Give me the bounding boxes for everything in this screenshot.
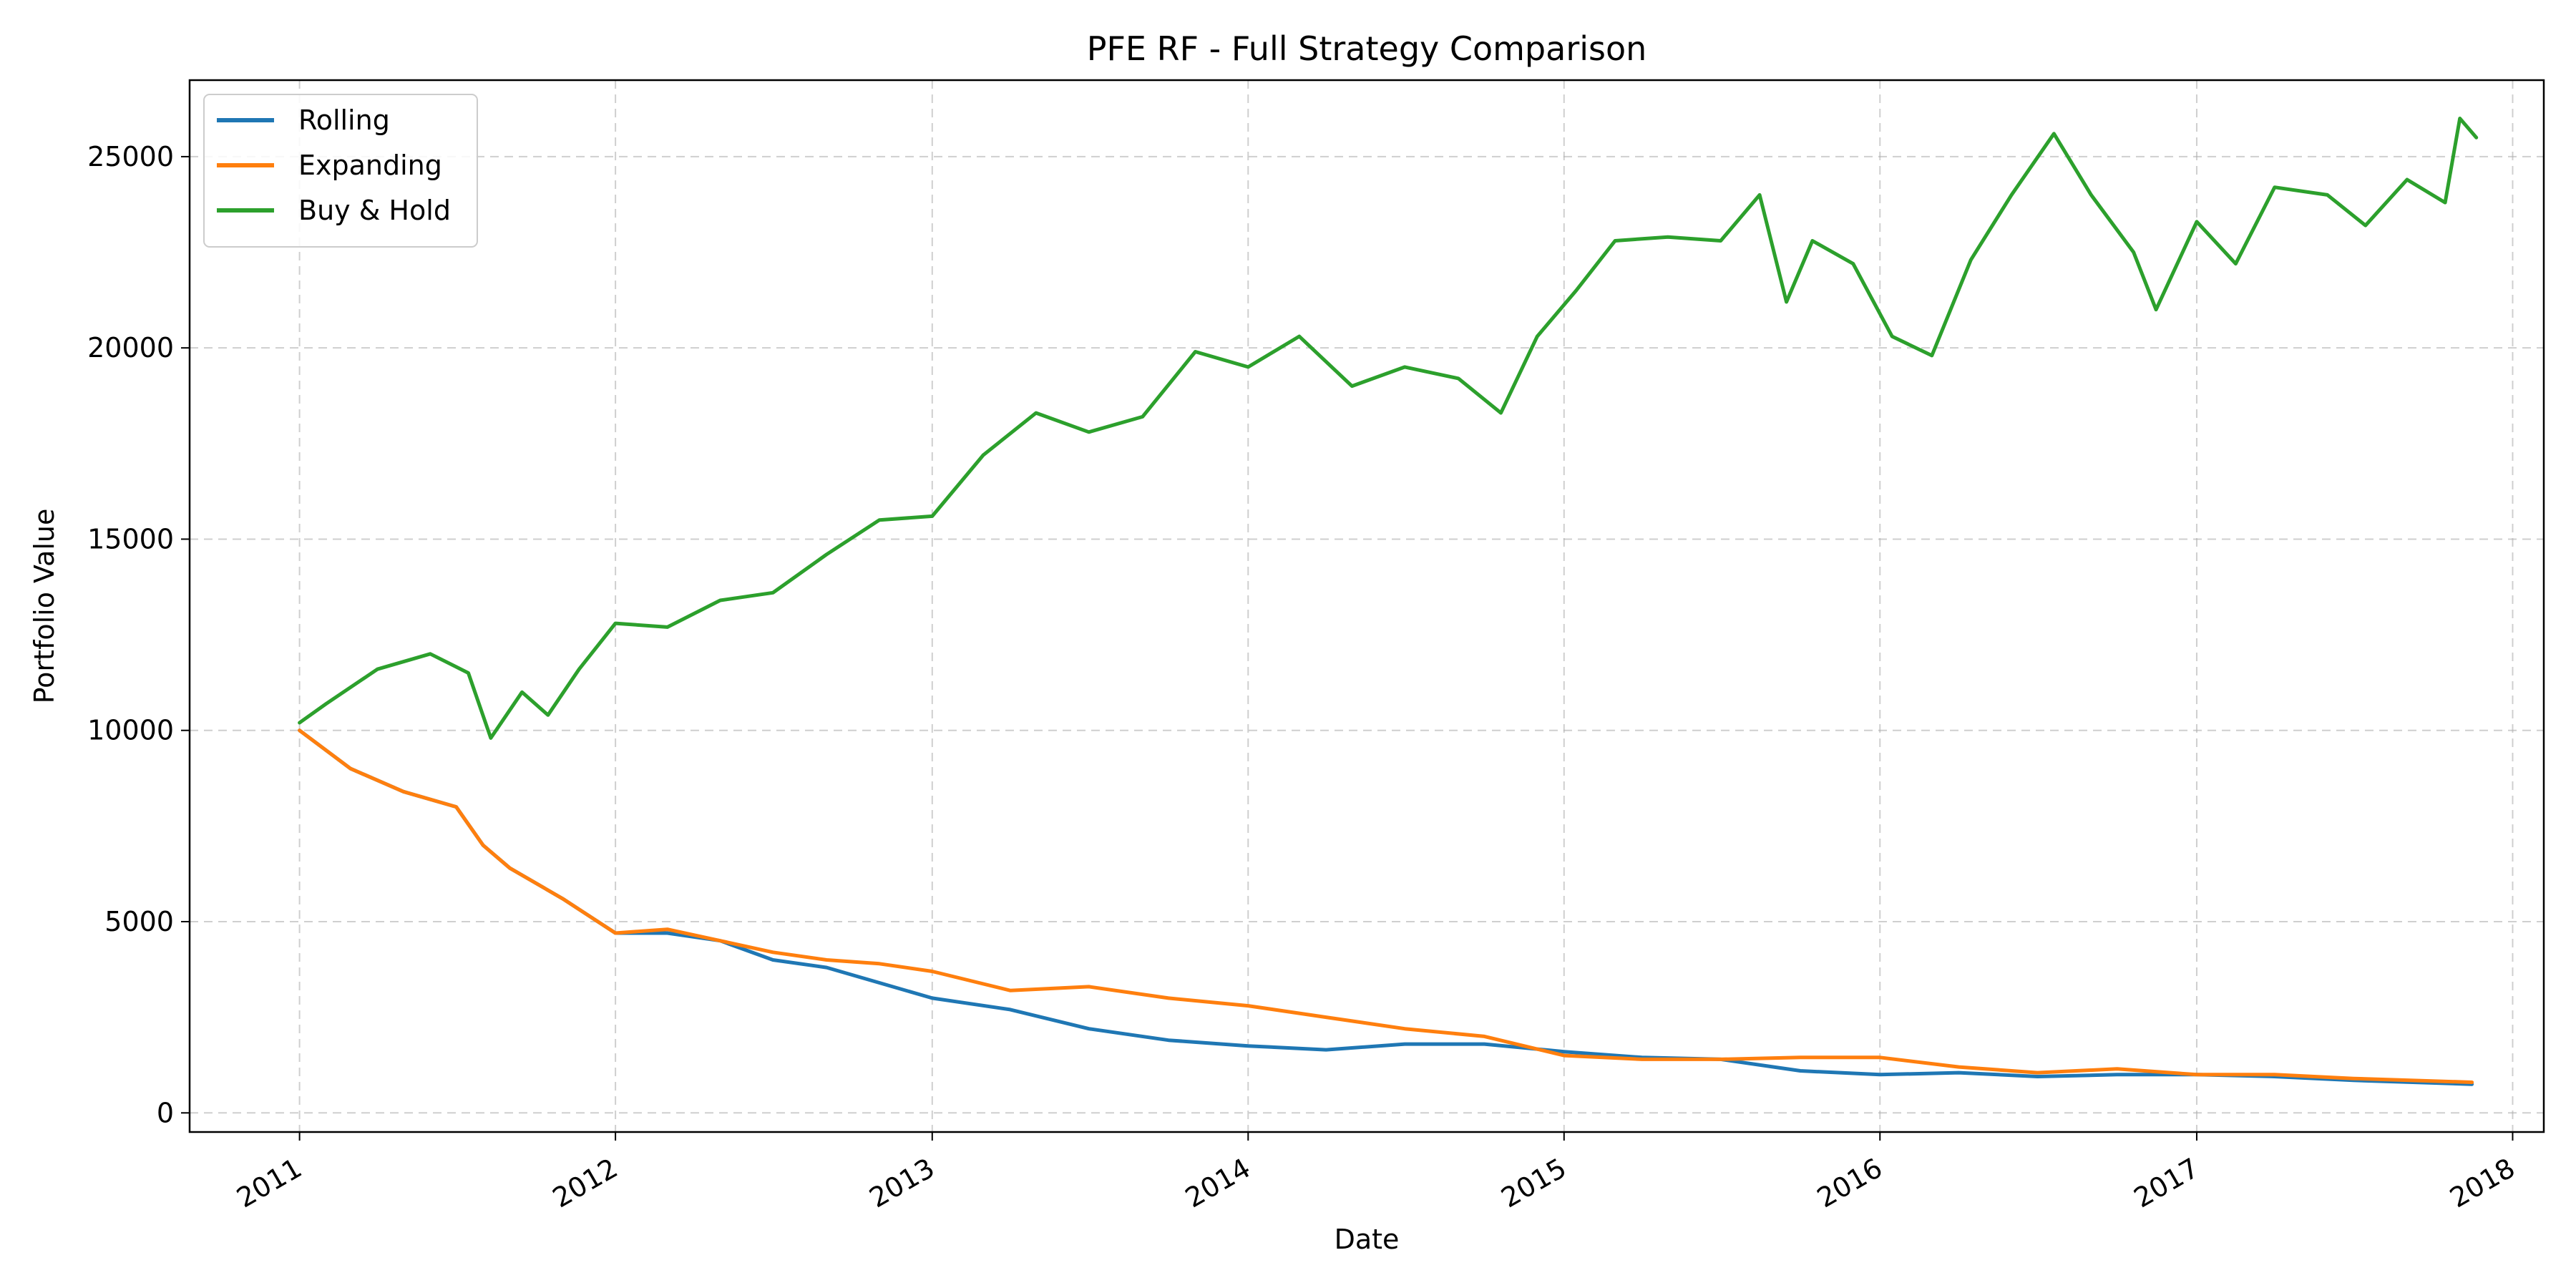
y-tick-label: 10000 (87, 715, 174, 746)
y-axis-label: Portfolio Value (29, 509, 60, 704)
legend: Rolling Expanding Buy & Hold (203, 94, 478, 248)
legend-label-expanding: Expanding (298, 150, 442, 181)
legend-label-rolling: Rolling (298, 104, 390, 136)
chart-title: PFE RF - Full Strategy Comparison (1087, 29, 1647, 68)
grid (190, 80, 2544, 1132)
plot-frame (188, 79, 2545, 1133)
series-line-buy-hold (298, 117, 2479, 740)
y-tick-label: 20000 (87, 332, 174, 364)
y-axis: 0 5000 10000 15000 20000 25000 (87, 141, 190, 1128)
legend-label-buy-hold: Buy & Hold (298, 195, 451, 226)
y-tick-label: 25000 (87, 141, 174, 172)
y-tick-label: 15000 (87, 523, 174, 555)
x-axis-label: Date (1335, 1224, 1400, 1255)
series-line-expanding (298, 728, 2474, 1084)
y-tick-label: 0 (157, 1097, 174, 1128)
y-tick-label: 5000 (104, 906, 174, 937)
series-group (298, 117, 2479, 1086)
